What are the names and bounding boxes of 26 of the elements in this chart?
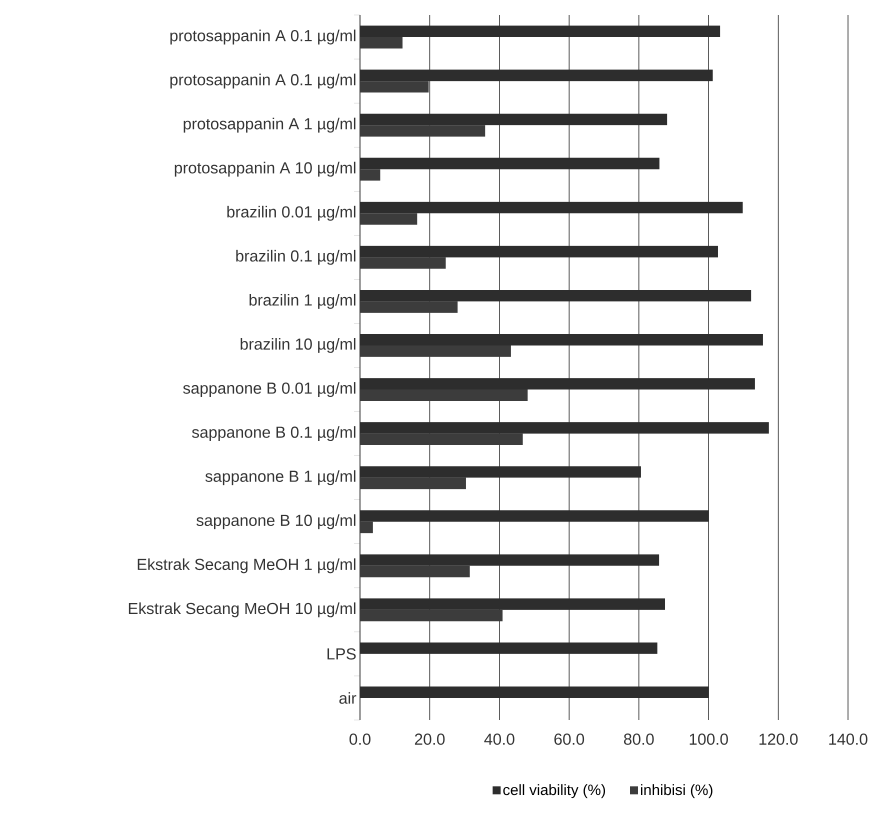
- y-tick-label: air: [339, 692, 356, 704]
- legend-label: cell viability (%): [503, 784, 606, 798]
- x-tick-label: 140.0: [829, 734, 868, 745]
- x-tick-label: 60.0: [554, 734, 584, 745]
- y-tick-label: protosappanin A 0.1 µg/ml: [170, 30, 356, 44]
- y-tick-label: brazilin 0.01 µg/ml: [227, 206, 356, 221]
- y-tick-label: Ekstrak Secang MeOH 1 µg/ml: [138, 558, 356, 574]
- y-tick-label: brazilin 10 µg/ml: [240, 338, 356, 353]
- y-tick-label: sappanone B 10 µg/ml: [196, 514, 356, 530]
- y-tick-label: brazilin 1 µg/ml: [250, 294, 356, 309]
- x-tick-label: 0.0: [350, 734, 370, 745]
- y-tick-label: Ekstrak Secang MeOH 10 µg/ml: [128, 602, 356, 618]
- y-tick-label: sappanone B 1 µg/ml: [205, 470, 356, 486]
- y-tick-label: sappanone B 0.01 µg/ml: [183, 382, 356, 397]
- x-tick-label: 120.0: [759, 734, 798, 745]
- y-tick-label: protosappanin A 0.1 µg/ml: [170, 74, 356, 89]
- x-tick-label: 40.0: [484, 734, 514, 745]
- x-tick-label: 100.0: [690, 734, 728, 745]
- y-tick-label: brazilin 0.1 µg/ml: [236, 250, 356, 265]
- y-tick-label: protosappanin A 10 µg/ml: [174, 162, 356, 177]
- x-tick-label: 20.0: [414, 734, 445, 745]
- y-tick-label: LPS: [328, 648, 356, 660]
- y-tick-label: sappanone B 0.1 µg/ml: [192, 426, 356, 442]
- x-tick-label: 80.0: [624, 734, 654, 745]
- legend-label: inhibisi (%): [641, 784, 712, 798]
- y-tick-label: protosappanin A 1 µg/ml: [184, 118, 356, 133]
